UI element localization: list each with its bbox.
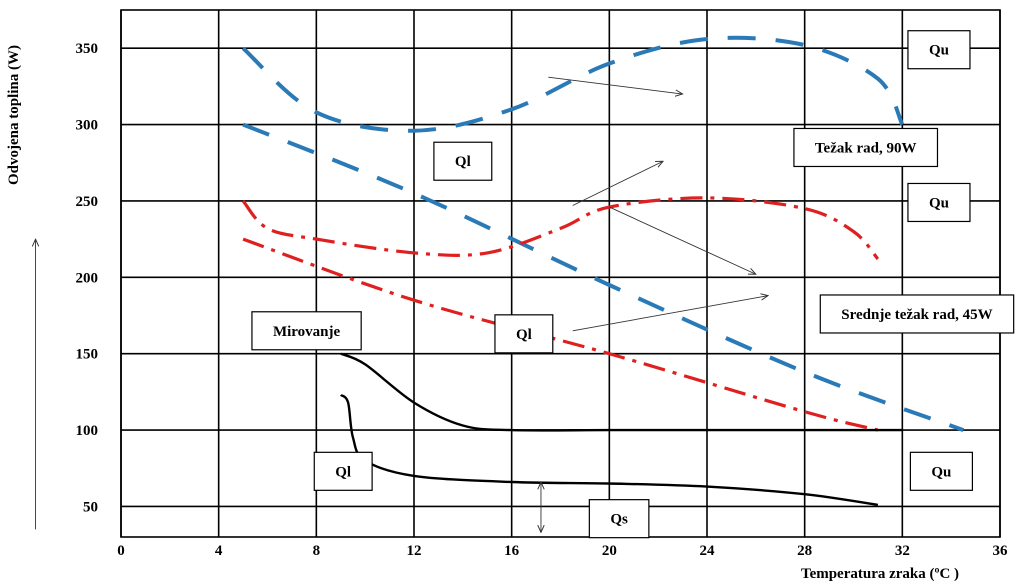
label-text: Qu — [929, 43, 949, 59]
x-tick-label: 36 — [993, 543, 1009, 559]
x-tick-label: 28 — [797, 543, 812, 559]
label-box-frame — [313, 451, 373, 491]
label-box-ql1: Ql — [433, 141, 493, 181]
label-box-frame — [793, 127, 939, 168]
x-tick-label: 20 — [602, 543, 617, 559]
label-box-frame — [433, 141, 493, 181]
label-box-frame — [588, 499, 650, 539]
x-tick-label: 32 — [895, 543, 910, 559]
series-line-medium-3 — [241, 196, 880, 261]
plot-frame — [120, 9, 1001, 538]
label-text: Težak rad, 90W — [815, 140, 917, 156]
label-box-frame — [909, 451, 974, 491]
label-text: Srednje težak rad, 45W — [841, 307, 992, 323]
label-box-frame — [819, 294, 1015, 334]
y-tick-label: 300 — [76, 118, 99, 134]
label-text: Ql — [516, 327, 532, 343]
pointer-arrow — [572, 161, 663, 206]
label-text: Ql — [455, 154, 471, 170]
y-tick-label: 50 — [83, 499, 98, 515]
series-line-rest-5 — [340, 352, 903, 432]
label-text: Mirovanje — [273, 324, 341, 340]
x-tick-label: 4 — [215, 543, 223, 559]
x-tick-label: 0 — [117, 543, 125, 559]
label-box-frame — [251, 311, 362, 351]
y-tick-label: 350 — [76, 41, 99, 57]
pointer-arrow — [572, 296, 768, 332]
y-tick-label: 250 — [76, 194, 99, 210]
series-line-heavy-2 — [242, 122, 965, 432]
label-text: Qu — [929, 195, 949, 211]
label-text: Ql — [335, 464, 351, 480]
pointer-arrow — [548, 76, 682, 94]
label-box-qu3: Qu — [909, 451, 974, 491]
series-line-heavy-1 — [241, 35, 905, 133]
x-axis-title: Temperatura zraka (ºC ) — [801, 566, 959, 582]
x-tick-label: 16 — [504, 543, 520, 559]
label-box-ql3: Ql — [313, 451, 373, 491]
y-tick-label: 200 — [76, 270, 99, 286]
label-box-frame — [907, 182, 971, 223]
label-box-ql2: Ql — [494, 314, 554, 354]
x-tick-label: 24 — [700, 543, 716, 559]
label-text: Qu — [931, 464, 951, 480]
label-box-qu1: Qu — [907, 30, 971, 70]
y-tick-label: 100 — [76, 423, 99, 439]
label-box-qs: Qs — [588, 499, 650, 539]
y-axis-title: Odvojena toplina (W) — [6, 45, 22, 185]
label-box-srednje: Srednje težak rad, 45W — [819, 294, 1015, 334]
label-box-qu2: Qu — [907, 182, 971, 223]
x-tick-label: 8 — [313, 543, 321, 559]
label-box-frame — [907, 30, 971, 70]
label-text: Qs — [610, 512, 628, 528]
pointer-arrow — [609, 206, 756, 274]
label-box-frame — [494, 314, 554, 354]
x-tick-label: 12 — [407, 543, 422, 559]
label-box-tezak: Težak rad, 90W — [793, 127, 939, 168]
label-box-mirovanje: Mirovanje — [251, 311, 362, 351]
series-line-rest-6 — [339, 393, 879, 507]
y-tick-label: 150 — [76, 347, 99, 363]
